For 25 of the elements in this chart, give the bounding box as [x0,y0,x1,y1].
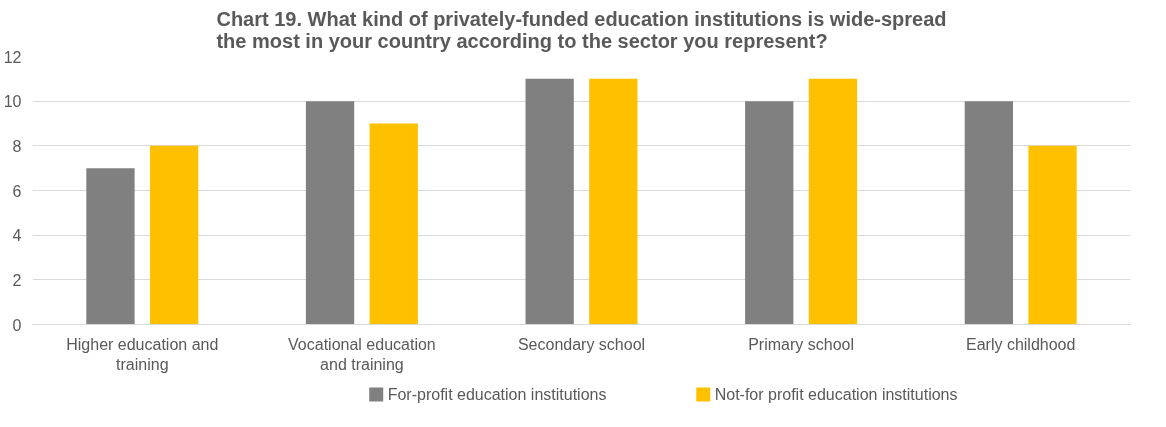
bar [86,168,135,325]
x-tick-label: Primary school [748,335,855,353]
legend-label: Not-for profit education institutions [714,386,958,403]
y-tick-label: 0 [12,316,22,334]
y-tick-label: 10 [3,93,22,111]
bar [149,145,199,325]
bar [808,78,858,325]
y-tick-label: 4 [12,227,22,245]
bar [369,123,418,325]
bar [1028,145,1077,325]
y-tick-label: 12 [3,48,22,66]
x-tick-label: Vocational education and training [288,335,436,373]
bar [305,101,355,325]
x-tick-label: Secondary school [517,335,646,353]
x-tick-label: Early childhood [966,335,1076,353]
y-tick-label: 6 [12,182,22,200]
bar [525,78,574,325]
chart-title: Chart 19. What kind of privately-funded education institutions is wide-spread the most in your country according to the sector you represent? [216,7,947,52]
y-tick-label: 8 [12,137,22,155]
x-tick-label: Higher education and training [66,335,219,373]
bar [964,101,1014,325]
bar [745,101,794,325]
legend-label: For-profit education institutions [387,386,607,403]
y-tick-label: 2 [12,271,22,289]
bar [589,78,638,325]
